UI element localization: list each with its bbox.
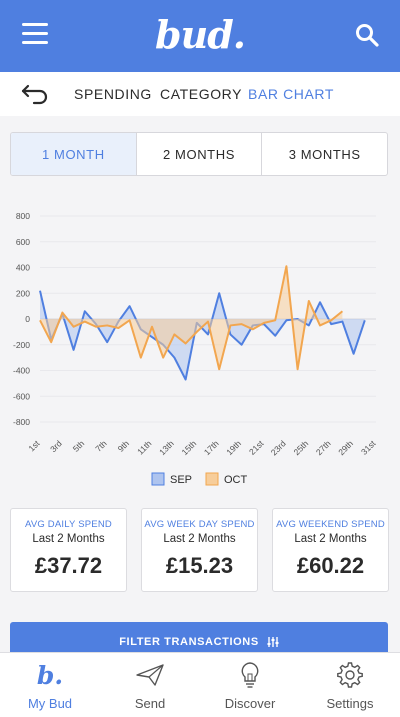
x-tick-label: 9th: [116, 438, 132, 454]
series-area: [40, 290, 365, 380]
lightbulb-icon: [241, 662, 259, 688]
x-tick-label: 13th: [157, 438, 176, 457]
stat-subtitle: Last 2 Months: [294, 533, 367, 545]
stat-title: AVG WEEKEND SPEND: [276, 519, 385, 530]
legend-label: SEP: [170, 474, 192, 486]
app-logo: bud.: [155, 12, 246, 57]
gear-icon: [337, 662, 363, 688]
tab-spending[interactable]: SPENDING: [74, 86, 152, 102]
y-tick-label: 0: [25, 314, 30, 324]
stat-title: AVG WEEK DAY SPEND: [144, 519, 255, 530]
legend-swatch: [151, 472, 165, 486]
x-tick-label: 21st: [247, 438, 266, 457]
filter-label: FILTER TRANSACTIONS: [119, 636, 259, 648]
tab-send[interactable]: Send: [100, 653, 200, 717]
sliders-icon: [267, 637, 279, 647]
x-tick-label: 31st: [359, 438, 378, 457]
tab-category[interactable]: CATEGORY: [160, 86, 243, 102]
hamburger-menu-icon[interactable]: [22, 23, 48, 45]
stat-card-weekday: AVG WEEK DAY SPEND Last 2 Months £15.23: [141, 508, 258, 592]
stat-value: £15.23: [165, 553, 234, 578]
tab-settings[interactable]: Settings: [300, 653, 400, 717]
tab-label: Settings: [326, 696, 374, 711]
bud-logo-icon: b.: [37, 661, 63, 689]
search-icon[interactable]: [354, 22, 380, 48]
stat-card-daily: AVG DAILY SPEND Last 2 Months £37.72: [10, 508, 127, 592]
back-arrow-icon[interactable]: [20, 82, 50, 106]
stat-card-weekend: AVG WEEKEND SPEND Last 2 Months £60.22: [272, 508, 389, 592]
series-line: [39, 265, 344, 371]
y-tick-label: 400: [16, 263, 30, 273]
y-tick-label: -400: [13, 366, 30, 376]
app-header: bud.: [0, 0, 400, 72]
paper-plane-icon: [136, 664, 164, 686]
stat-title: AVG DAILY SPEND: [25, 519, 112, 530]
tab-my-bud[interactable]: b. My Bud: [0, 653, 100, 717]
x-tick-label: 7th: [93, 438, 109, 454]
x-tick-label: 23rd: [269, 438, 288, 457]
stat-value: £37.72: [34, 553, 103, 578]
x-tick-label: 15th: [179, 438, 198, 457]
period-3-months[interactable]: 3 MONTHS: [288, 146, 361, 162]
x-tick-label: 25th: [291, 438, 310, 457]
y-tick-label: -600: [13, 391, 30, 401]
y-tick-label: -200: [13, 340, 30, 350]
tab-bar-chart[interactable]: BAR CHART: [248, 86, 335, 102]
x-tick-label: 3rd: [48, 438, 64, 454]
tab-label: My Bud: [27, 696, 73, 711]
x-tick-label: 5th: [71, 438, 87, 454]
legend-swatch: [205, 472, 219, 486]
x-tick-label: 1st: [26, 438, 42, 454]
svg-text:b.: b.: [37, 661, 63, 689]
period-2-months[interactable]: 2 MONTHS: [137, 133, 263, 175]
series-line: [39, 290, 366, 381]
period-1-month[interactable]: 1 MONTH: [11, 133, 137, 175]
stat-subtitle: Last 2 Months: [163, 533, 236, 545]
x-tick-label: 29th: [336, 438, 355, 457]
legend-label: OCT: [224, 474, 248, 486]
y-tick-label: 800: [16, 211, 30, 221]
x-tick-label: 17th: [202, 438, 221, 457]
y-tick-label: 200: [16, 288, 30, 298]
bottom-tab-bar: b. My Bud Send Discover Settings: [0, 652, 400, 717]
y-tick-label: -800: [13, 417, 30, 427]
sub-navigation: SPENDING CATEGORY BAR CHART: [0, 72, 400, 116]
period-selector: 1 MONTH 2 MONTHS 3 MONTHS: [10, 132, 388, 176]
series-area: [40, 266, 343, 370]
y-tick-label: 600: [16, 237, 30, 247]
tab-label: Send: [134, 696, 166, 711]
spending-chart: 800 600 400 200 0 -200 -400 -600 -800 1st 3rd 5th 7t…: [13, 211, 378, 486]
tab-label: Discover: [224, 696, 276, 711]
x-tick-label: 11th: [135, 438, 154, 457]
stat-value: £60.22: [296, 553, 365, 578]
x-tick-label: 27th: [314, 438, 333, 457]
x-tick-label: 19th: [224, 438, 243, 457]
main-content: 1 MONTH 2 MONTHS 3 MONTHS 800 600 400 200 0 -…: [0, 116, 400, 662]
tab-discover[interactable]: Discover: [200, 653, 300, 717]
stat-subtitle: Last 2 Months: [32, 533, 105, 545]
